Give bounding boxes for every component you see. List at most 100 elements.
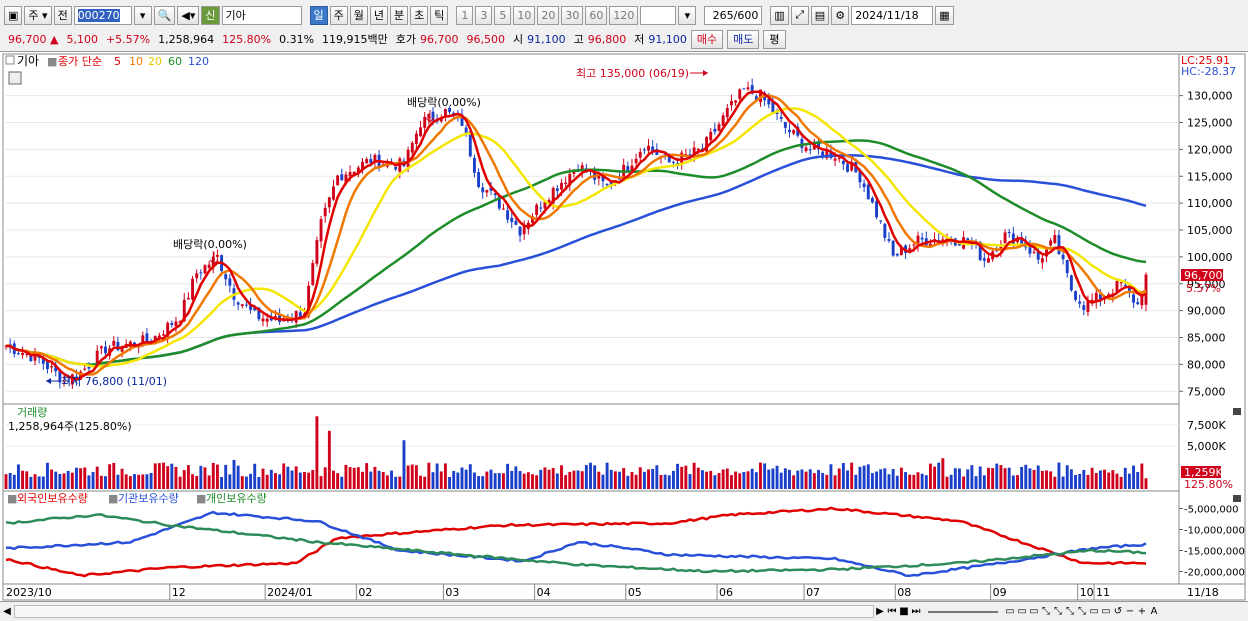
save-icon[interactable]: ▤ [810,5,830,25]
volume-bar [887,474,891,489]
legend-ma-label: 종가 단순 [58,55,102,68]
volume-bar [564,475,568,489]
interval-120[interactable]: 120 [609,5,639,25]
reset-icon[interactable]: ↺ [1113,606,1123,617]
period-minute[interactable]: 분 [390,5,409,25]
period-day[interactable]: 일 [309,5,328,25]
tool-icon-8[interactable]: ▭ [1089,606,1099,617]
scroll-left-icon[interactable]: ◀ [3,606,11,617]
candle-body [253,306,257,311]
stock-code-input[interactable]: 000270 [73,5,132,25]
draw-tool-icon[interactable]: ⤢ [790,5,809,25]
interval-input[interactable] [640,5,677,25]
interval-30[interactable]: 30 [561,5,584,25]
period-week[interactable]: 주 [329,5,348,25]
volume-bar [945,476,949,489]
holdings-pane[interactable] [2,490,1180,585]
volume-bar [394,476,398,489]
window-menu-icon[interactable]: ▣ [4,5,23,25]
sound-icon[interactable]: ◀▾ [177,5,200,25]
search-icon[interactable]: 🔍 [153,5,176,25]
interval-1[interactable]: 1 [456,5,474,25]
volume-close-icon[interactable] [1233,408,1241,415]
chart-area[interactable]: 130,000 125,000 120,000 115,000 110,000 105,0… [0,51,1248,606]
volume-bar [244,476,248,489]
holdings-bullet-3: ■ [196,492,206,505]
candle-body [506,210,510,220]
zoom-slider[interactable] [928,610,998,613]
volume-value-label: 1,258,964주(125.80%) [8,420,132,433]
font-icon[interactable]: A [1150,606,1158,617]
sell-button[interactable]: 매도 [727,29,760,49]
last-page-icon[interactable]: ⏭ [911,606,921,617]
volume-bar [771,468,775,489]
volume-bar [1094,473,1098,489]
volume-bar [1024,464,1028,489]
volume-bar [518,471,522,489]
candle-body [344,174,348,184]
chart-svg[interactable]: 130,000125,000120,000115,000110,000105,0… [0,52,1248,602]
tool-icon-4[interactable]: ⤡ [1042,606,1050,617]
calendar-icon[interactable]: ▦ [935,5,954,25]
volume-bar [477,476,481,489]
period-month[interactable]: 월 [349,5,368,25]
volume-bar [294,466,298,489]
ask-value: 96,700 [420,32,459,46]
interval-10[interactable]: 10 [513,5,536,25]
interval-dropdown-icon[interactable]: ▾ [678,5,697,25]
zoom-out-icon[interactable]: − [1125,606,1135,617]
table-toggle-icon[interactable] [8,71,22,85]
candle-body [730,101,733,106]
volume-bar [800,469,804,489]
type-select[interactable]: 주 ▾ [24,5,52,25]
high-arrow-head [703,70,708,76]
date-field[interactable]: 2024/11/18 [851,5,934,25]
count-field[interactable]: 265/600 [704,5,763,25]
zoom-in-icon[interactable]: + [1137,606,1147,617]
volume-bar [220,476,224,489]
chart-type-icon[interactable]: ▥ [770,5,789,25]
legend-ma5: 5 [114,55,121,68]
volume-bar [427,462,431,489]
period-year[interactable]: 년 [369,5,388,25]
candle-body [195,273,199,279]
low-label: 저 [634,33,645,46]
tool-icon-5[interactable]: ⤡ [1054,606,1062,617]
interval-5[interactable]: 5 [494,5,512,25]
interval-60[interactable]: 60 [585,5,608,25]
volume-bar [928,463,932,489]
volume-bar [667,475,671,489]
tool-icon-3[interactable]: ▭ [1029,606,1039,617]
tool-icon-6[interactable]: ⤡ [1066,606,1074,617]
candle-body [870,198,874,203]
volume-bar [133,474,136,489]
candle-body [191,278,194,300]
tool-icon-9[interactable]: ▭ [1101,606,1111,617]
tool-icon-7[interactable]: ⤡ [1078,606,1086,617]
candle-body [398,158,402,172]
interval-20[interactable]: 20 [537,5,560,25]
scroll-right-icon[interactable]: ▶ [876,606,884,617]
tool-icon-1[interactable]: ▭ [1005,606,1015,617]
interval-3[interactable]: 3 [475,5,493,25]
holdings-close-icon[interactable] [1233,495,1241,502]
scroll-track[interactable] [14,605,874,618]
stock-name-field[interactable]: 기아 [221,5,302,25]
settings-icon[interactable]: ⚙ [831,5,850,25]
buy-button[interactable]: 매수 [690,29,724,49]
candle-body [485,190,489,193]
first-page-icon[interactable]: ⏮ [887,606,897,617]
pane-menu-icon[interactable] [5,55,15,65]
holdings-bullet: ■ [7,492,17,505]
volume-bar [862,465,866,489]
prev-select[interactable]: 전 [53,5,72,25]
eval-button[interactable]: 평 [763,29,786,49]
volume-bar [315,416,319,489]
volume-bar [50,469,54,489]
tool-icon-2[interactable]: ▭ [1017,606,1027,617]
stop-icon[interactable]: ■ [899,606,909,617]
period-second[interactable]: 초 [410,5,429,25]
scrollbar[interactable]: ◀ ▶ ⏮ ■ ⏭ ▭ ▭ ▭ ⤡ ⤡ ⤡ ⤡ ▭ ▭ ↺ − + A [0,601,1248,621]
period-tick[interactable]: 틱 [430,5,449,25]
code-dropdown-icon[interactable]: ▾ [133,5,152,25]
